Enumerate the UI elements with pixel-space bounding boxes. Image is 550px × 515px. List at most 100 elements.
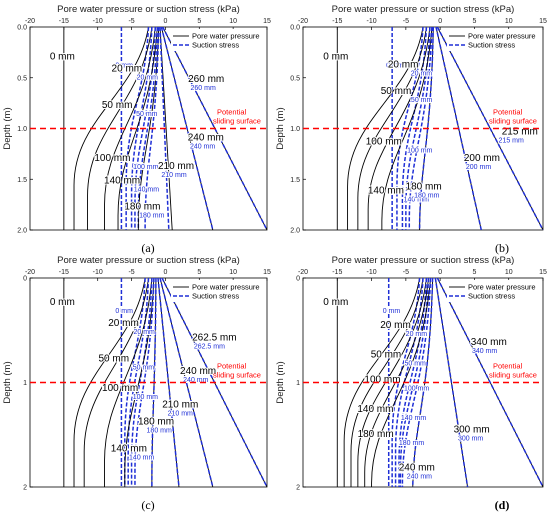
- pore-pressure-line: [117, 27, 158, 230]
- pore-pressure-line: [347, 27, 424, 230]
- y-tick-label: 0.0: [290, 25, 300, 32]
- pore-pressure-label: 260 mm: [188, 74, 224, 85]
- sliding-surface-label: Potential: [217, 362, 247, 371]
- pore-pressure-label: 140 mm: [111, 443, 147, 454]
- x-tick-label: 10: [229, 18, 237, 25]
- suction-stress-line: [151, 278, 157, 487]
- y-tick-label: 2.0: [290, 228, 300, 235]
- x-tick-label: -15: [59, 18, 69, 25]
- pore-pressure-line: [73, 278, 146, 487]
- suction-stress-label: 140 mm: [401, 415, 426, 422]
- suction-stress-label: 100 mm: [133, 394, 158, 401]
- x-tick-label: -10: [93, 18, 103, 25]
- legend-pore-label: Pore water pressure: [468, 32, 536, 41]
- y-tick-label: 0.0: [17, 25, 27, 32]
- x-tick-label: 10: [229, 269, 237, 276]
- pore-pressure-label: 180 mm: [124, 202, 160, 213]
- x-tick-label: -15: [332, 269, 342, 276]
- legend-box: [171, 29, 265, 51]
- pore-pressure-label: 340 mm: [471, 337, 507, 348]
- x-tick-label: -15: [59, 269, 69, 276]
- x-axis-title: Pore water pressure or suction stress (k…: [332, 255, 515, 266]
- suction-stress-label: 210 mm: [161, 172, 186, 179]
- suction-stress-label: 0 mm: [115, 308, 133, 315]
- pore-pressure-label: 50 mm: [98, 354, 129, 365]
- pore-pressure-label: 100 mm: [366, 137, 402, 148]
- pore-pressure-label: 100 mm: [94, 153, 130, 164]
- suction-stress-line: [396, 27, 424, 230]
- y-axis-title: Depth (m): [2, 361, 13, 403]
- sliding-surface-label: sliding surface: [213, 117, 261, 126]
- suction-stress-label: 20 mm: [134, 329, 156, 336]
- x-tick-label: 0: [438, 269, 442, 276]
- suction-stress-label: 50 mm: [136, 111, 158, 118]
- legend-pore-label: Pore water pressure: [192, 283, 260, 292]
- x-tick-label: 5: [197, 18, 201, 25]
- suction-stress-line: [401, 278, 432, 487]
- pore-pressure-line: [343, 278, 421, 487]
- pore-pressure-line: [159, 278, 214, 487]
- x-tick-label: 0: [163, 269, 167, 276]
- suction-stress-line: [436, 278, 543, 487]
- sliding-surface-label: sliding surface: [489, 371, 537, 380]
- x-tick-label: 15: [539, 269, 547, 276]
- x-axis-title: Pore water pressure or suction stress (k…: [332, 4, 515, 15]
- suction-stress-label: 50 mm: [411, 97, 433, 104]
- x-axis-title: Pore water pressure or suction stress (k…: [57, 255, 240, 266]
- suction-stress-line: [411, 278, 434, 487]
- x-tick-label: -5: [403, 269, 409, 276]
- suction-stress-line: [160, 27, 214, 230]
- pore-pressure-label: 20 mm: [380, 320, 411, 331]
- suction-stress-label: 140 mm: [404, 196, 429, 203]
- pore-pressure-label: 20 mm: [112, 64, 143, 75]
- x-tick-label: 10: [505, 18, 513, 25]
- suction-stress-label: 100 mm: [407, 148, 432, 155]
- pore-pressure-line: [381, 27, 433, 230]
- pore-pressure-label: 0 mm: [50, 51, 75, 62]
- pore-pressure-label: 50 mm: [371, 349, 402, 360]
- pore-pressure-line: [357, 27, 427, 230]
- suction-stress-label: 300 mm: [458, 436, 483, 443]
- x-tick-label: -10: [367, 18, 377, 25]
- sliding-surface-label: sliding surface: [489, 117, 537, 126]
- plot-area: [336, 278, 543, 487]
- suction-stress-label: 340 mm: [472, 348, 497, 355]
- suction-stress-label: 100 mm: [133, 164, 158, 171]
- sliding-surface-label: Potential: [493, 362, 523, 371]
- suction-stress-line: [124, 278, 146, 487]
- pore-pressure-label: 0 mm: [323, 51, 348, 62]
- y-axis-title: Depth (m): [275, 361, 286, 403]
- pore-pressure-line: [124, 278, 155, 487]
- pore-pressure-label: 200 mm: [464, 153, 500, 164]
- pore-pressure-label: 210 mm: [158, 161, 194, 172]
- suction-stress-line: [418, 27, 435, 230]
- y-tick-label: 2: [296, 485, 300, 492]
- x-tick-label: -15: [332, 18, 342, 25]
- suction-stress-line: [436, 27, 543, 230]
- legend-box: [447, 280, 541, 302]
- x-tick-label: -10: [93, 269, 103, 276]
- y-tick-label: 2: [23, 485, 27, 492]
- suction-stress-line: [125, 27, 150, 230]
- legend-box: [171, 280, 265, 302]
- y-tick-label: 1.5: [290, 177, 300, 184]
- pore-pressure-label: 20 mm: [108, 318, 139, 329]
- y-tick-label: 2.0: [17, 228, 27, 235]
- suction-stress-label: 180 mm: [399, 440, 424, 447]
- pore-pressure-label: 50 mm: [102, 100, 133, 111]
- suction-stress-label: 0 mm: [115, 62, 133, 69]
- panel-caption: (b): [495, 241, 509, 255]
- pore-pressure-line: [83, 278, 149, 487]
- y-tick-label: 0.5: [17, 75, 27, 82]
- x-tick-label: 15: [539, 18, 547, 25]
- legend-suction-label: Suction stress: [192, 41, 239, 50]
- pore-pressure-label: 180 mm: [358, 429, 394, 440]
- pore-pressure-line: [73, 27, 149, 230]
- suction-stress-label: 20 mm: [411, 71, 433, 78]
- suction-stress-label: 215 mm: [499, 138, 524, 145]
- suction-stress-line: [157, 278, 180, 487]
- y-tick-label: 1.0: [290, 126, 300, 133]
- pore-pressure-line: [364, 278, 429, 487]
- y-tick-label: 0: [23, 276, 27, 283]
